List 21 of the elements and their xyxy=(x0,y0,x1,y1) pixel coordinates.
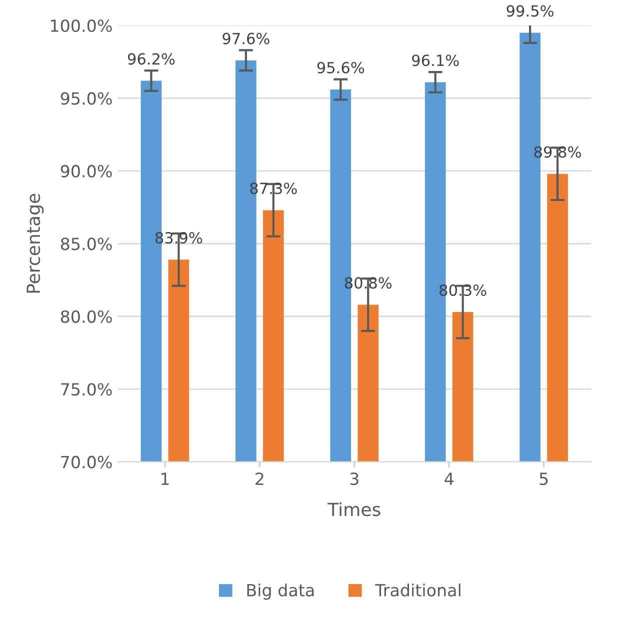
y-tick-label: 85.0% xyxy=(60,238,112,250)
data-label: 99.5% xyxy=(506,5,554,17)
y-tick-label: 75.0% xyxy=(61,383,112,396)
y-axis-title: Percentage xyxy=(26,194,44,293)
y-tick-label: 100.0% xyxy=(51,19,112,32)
x-tick-label: 2 xyxy=(256,472,264,485)
data-label: 96.2% xyxy=(128,53,175,65)
y-tick-label: 95.0% xyxy=(60,92,112,105)
data-label: 96.1% xyxy=(412,54,459,66)
legend-label: Big data xyxy=(247,584,314,600)
x-axis-title: Times xyxy=(328,502,380,516)
x-tick-label: 5 xyxy=(540,472,548,486)
legend-label: Traditional xyxy=(375,584,460,596)
x-tick-label: 1 xyxy=(161,472,169,485)
x-tick-label: 4 xyxy=(444,472,454,485)
y-tick-label: 90.0% xyxy=(60,164,112,178)
data-label: 97.6% xyxy=(222,32,270,44)
x-tick-label: 3 xyxy=(350,472,358,486)
data-label: 95.6% xyxy=(317,62,364,74)
y-tick-label: 80.0% xyxy=(60,310,112,323)
y-tick-label: 70.0% xyxy=(61,456,112,468)
